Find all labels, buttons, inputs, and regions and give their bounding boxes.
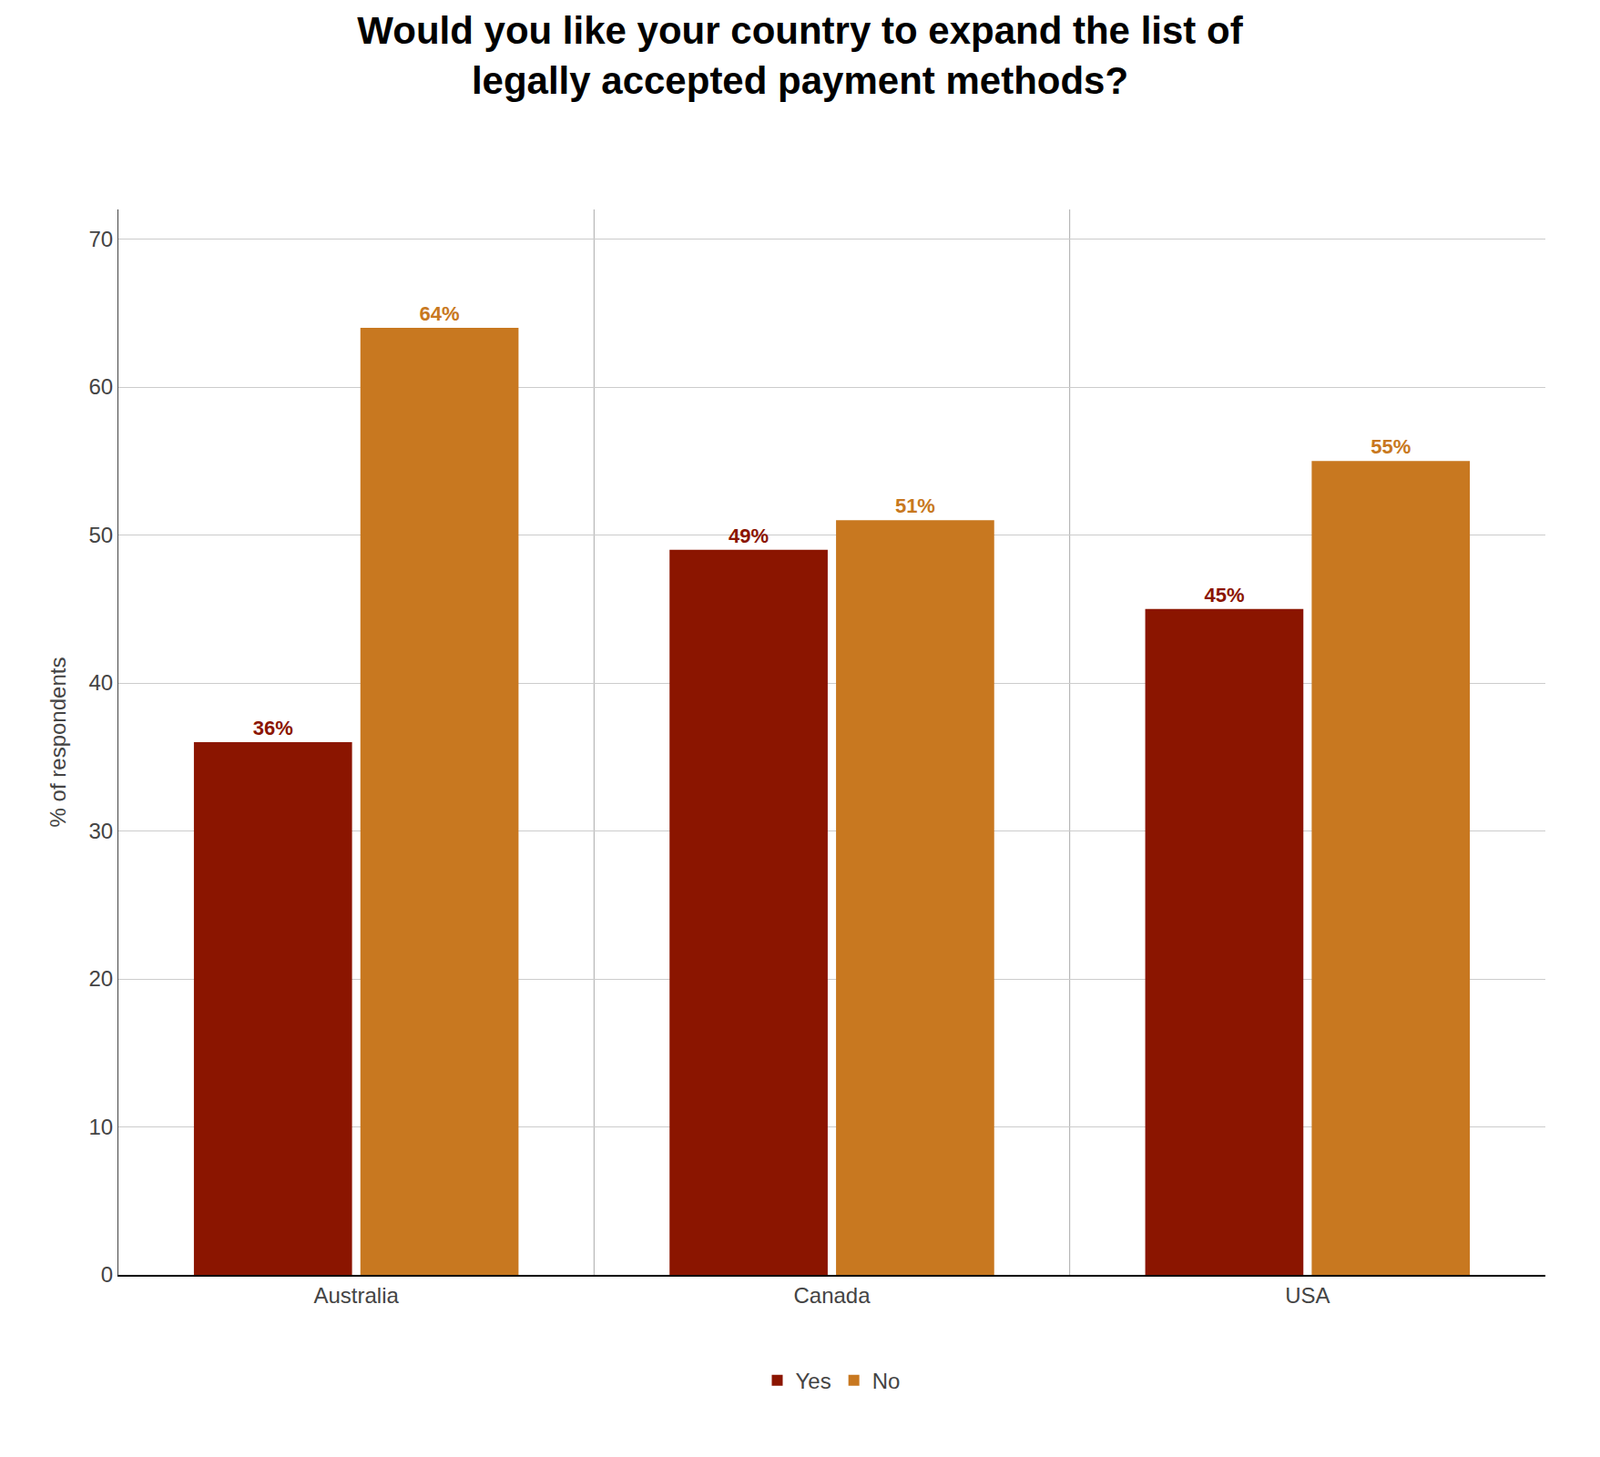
svg-text:45%: 45% bbox=[1203, 583, 1244, 607]
svg-text:0: 0 bbox=[101, 1262, 113, 1287]
svg-text:55%: 55% bbox=[1370, 435, 1411, 459]
svg-text:36%: 36% bbox=[253, 716, 294, 740]
svg-text:No: No bbox=[872, 1368, 901, 1394]
svg-text:Would you like your country to: Would you like your country to expand th… bbox=[356, 9, 1244, 102]
svg-text:51%: 51% bbox=[895, 494, 936, 518]
svg-text:20: 20 bbox=[88, 966, 113, 991]
svg-text:70: 70 bbox=[88, 226, 113, 252]
svg-text:49%: 49% bbox=[728, 524, 769, 548]
svg-text:30: 30 bbox=[88, 818, 113, 844]
svg-text:50: 50 bbox=[88, 522, 113, 548]
svg-text:64%: 64% bbox=[419, 302, 460, 326]
svg-text:% of respondents: % of respondents bbox=[45, 657, 71, 828]
svg-text:40: 40 bbox=[88, 670, 113, 695]
svg-text:Yes: Yes bbox=[795, 1368, 832, 1394]
svg-text:Canada: Canada bbox=[793, 1283, 871, 1308]
svg-text:10: 10 bbox=[88, 1114, 113, 1140]
svg-text:Australia: Australia bbox=[313, 1283, 399, 1308]
svg-text:60: 60 bbox=[88, 374, 113, 399]
svg-text:USA: USA bbox=[1284, 1283, 1330, 1308]
